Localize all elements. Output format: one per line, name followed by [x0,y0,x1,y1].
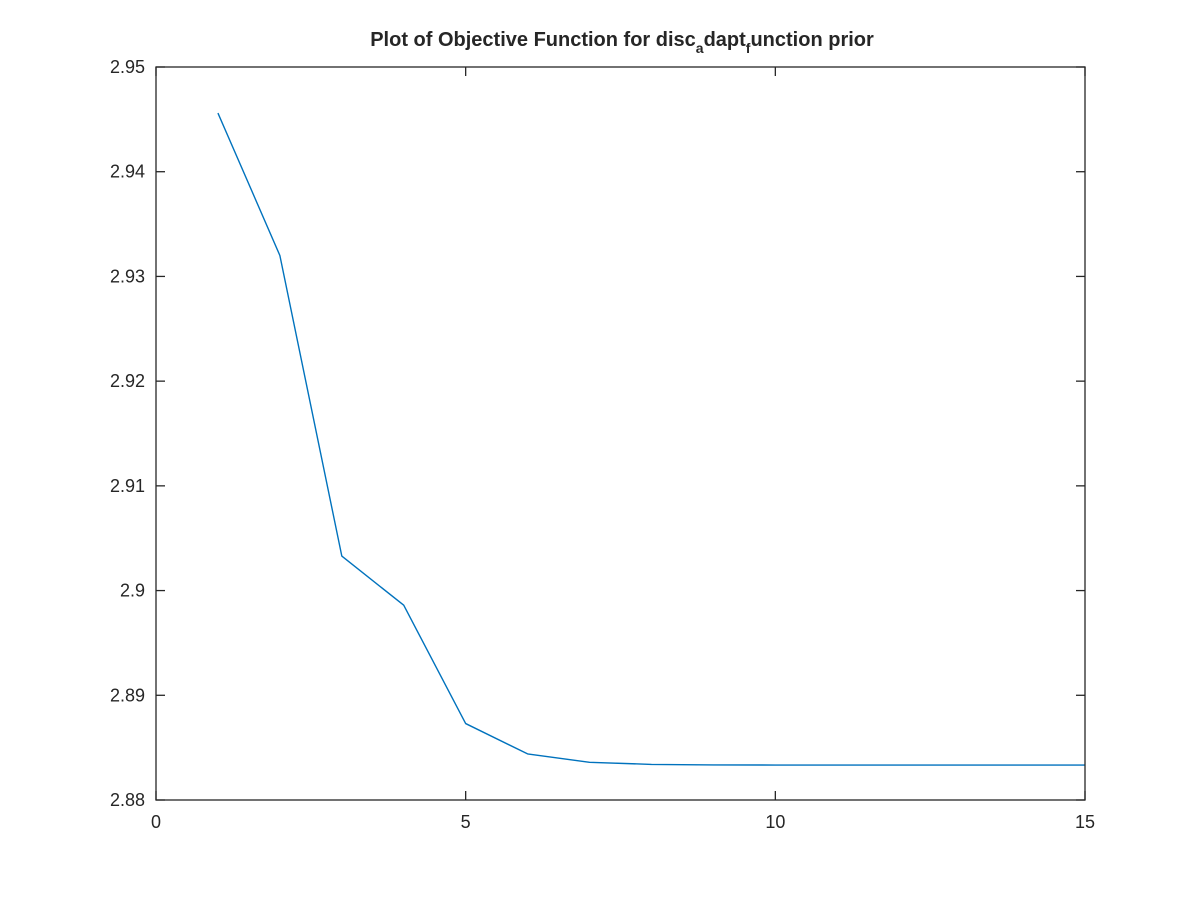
x-tick-label: 10 [765,812,785,832]
y-tick-label: 2.9 [120,581,145,601]
y-tick-label: 2.91 [110,476,145,496]
tick-labels: 0 5 10 15 2.88 2.89 2.9 2.91 2.92 2.93 2.94 2.95 [110,57,1095,832]
title-part: f [746,40,751,56]
title-part: dapt [704,29,747,51]
y-tick-label: 2.92 [110,371,145,391]
x-tick-label: 5 [461,812,471,832]
y-tick-label: 2.93 [110,266,145,286]
x-tick-label: 15 [1075,812,1095,832]
series-line [217,112,1085,766]
title-part: unction prior [750,29,874,51]
y-tick-label: 2.95 [110,57,145,77]
data-series [217,112,1085,766]
x-tick-label: 0 [151,812,161,832]
y-tick-label: 2.88 [110,790,145,810]
y-tick-label: 2.89 [110,685,145,705]
axes-frame [155,66,1086,801]
chart-title: Plot of Objective Function for discadapt… [370,29,874,56]
title-part: Plot of Objective Function for disc [370,29,696,51]
title-part: a [696,40,704,56]
y-tick-label: 2.94 [110,162,145,182]
plot-area [156,67,1085,800]
